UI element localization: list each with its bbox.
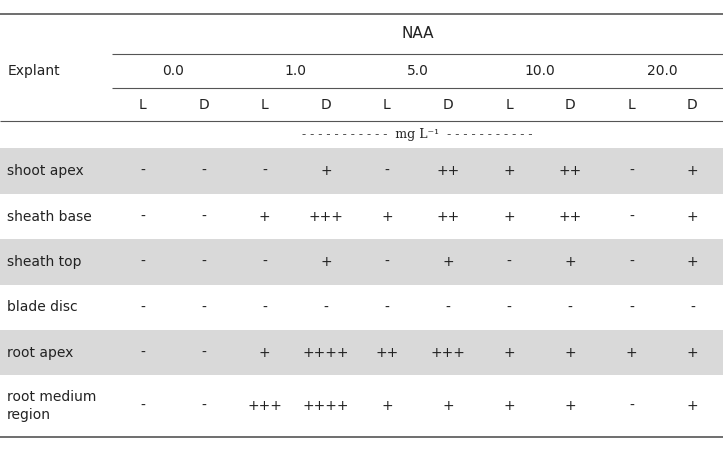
Text: -: -: [201, 255, 206, 269]
Text: +: +: [503, 346, 515, 360]
Text: +++: +++: [431, 346, 466, 360]
Text: -: -: [629, 255, 634, 269]
Text: -: -: [262, 255, 268, 269]
Text: -: -: [385, 300, 390, 315]
Text: 0.0: 0.0: [162, 64, 184, 78]
Text: -: -: [201, 164, 206, 178]
Text: -: -: [140, 210, 145, 224]
Text: Explant: Explant: [7, 64, 60, 78]
Text: -: -: [262, 164, 268, 178]
Text: D: D: [687, 98, 698, 112]
Text: -: -: [201, 346, 206, 360]
Text: sheath base: sheath base: [7, 210, 92, 224]
Text: -: -: [140, 164, 145, 178]
Bar: [112, 148, 723, 194]
Text: +: +: [687, 399, 698, 413]
Text: 20.0: 20.0: [646, 64, 677, 78]
Text: +++: +++: [247, 399, 282, 413]
Text: -: -: [445, 300, 450, 315]
Text: +: +: [565, 255, 576, 269]
Text: -: -: [140, 346, 145, 360]
Text: +: +: [442, 399, 454, 413]
Text: ++: ++: [559, 210, 582, 224]
Text: L: L: [139, 98, 147, 112]
Bar: [0, 148, 112, 194]
Text: root medium
region: root medium region: [7, 390, 97, 422]
Text: -: -: [507, 300, 512, 315]
Text: -: -: [323, 300, 328, 315]
Bar: [0, 239, 112, 285]
Text: -: -: [385, 255, 390, 269]
Text: L: L: [383, 98, 391, 112]
Text: +: +: [503, 164, 515, 178]
Text: L: L: [505, 98, 513, 112]
Text: 1.0: 1.0: [284, 64, 307, 78]
Text: D: D: [320, 98, 331, 112]
Text: +: +: [687, 210, 698, 224]
Text: +: +: [259, 346, 270, 360]
Text: -: -: [690, 300, 695, 315]
Text: D: D: [442, 98, 453, 112]
Text: D: D: [565, 98, 576, 112]
Text: +: +: [259, 210, 270, 224]
Text: +: +: [565, 399, 576, 413]
Text: +++: +++: [309, 210, 343, 224]
Text: -: -: [629, 300, 634, 315]
Text: -: -: [201, 300, 206, 315]
Text: ++: ++: [437, 210, 460, 224]
Text: D: D: [198, 98, 209, 112]
Text: +: +: [687, 255, 698, 269]
Text: NAA: NAA: [401, 26, 434, 41]
Text: -: -: [201, 399, 206, 413]
Text: +: +: [625, 346, 637, 360]
Text: -: -: [140, 300, 145, 315]
Text: ++++: ++++: [303, 346, 349, 360]
Text: +: +: [442, 255, 454, 269]
Text: -: -: [385, 164, 390, 178]
Text: +: +: [320, 164, 332, 178]
Text: -: -: [140, 255, 145, 269]
Text: root apex: root apex: [7, 346, 74, 360]
Text: -: -: [140, 399, 145, 413]
Bar: [112, 330, 723, 375]
Text: L: L: [628, 98, 636, 112]
Text: - - - - - - - - - - -  mg L⁻¹  - - - - - - - - - - -: - - - - - - - - - - - mg L⁻¹ - - - - - -…: [302, 129, 533, 141]
Bar: [112, 239, 723, 285]
Bar: [0, 330, 112, 375]
Text: sheath top: sheath top: [7, 255, 82, 269]
Text: -: -: [629, 210, 634, 224]
Text: +: +: [381, 399, 393, 413]
Text: -: -: [262, 300, 268, 315]
Text: +: +: [503, 210, 515, 224]
Text: -: -: [201, 210, 206, 224]
Text: +: +: [503, 399, 515, 413]
Text: +: +: [687, 164, 698, 178]
Text: shoot apex: shoot apex: [7, 164, 84, 178]
Text: L: L: [261, 98, 269, 112]
Text: ++: ++: [559, 164, 582, 178]
Text: -: -: [629, 164, 634, 178]
Text: -: -: [507, 255, 512, 269]
Text: ++++: ++++: [303, 399, 349, 413]
Text: -: -: [629, 399, 634, 413]
Text: 10.0: 10.0: [524, 64, 555, 78]
Text: +: +: [381, 210, 393, 224]
Text: +: +: [565, 346, 576, 360]
Text: 5.0: 5.0: [406, 64, 429, 78]
Text: +: +: [687, 346, 698, 360]
Text: ++: ++: [375, 346, 398, 360]
Text: blade disc: blade disc: [7, 300, 78, 315]
Text: ++: ++: [437, 164, 460, 178]
Text: +: +: [320, 255, 332, 269]
Text: -: -: [568, 300, 573, 315]
